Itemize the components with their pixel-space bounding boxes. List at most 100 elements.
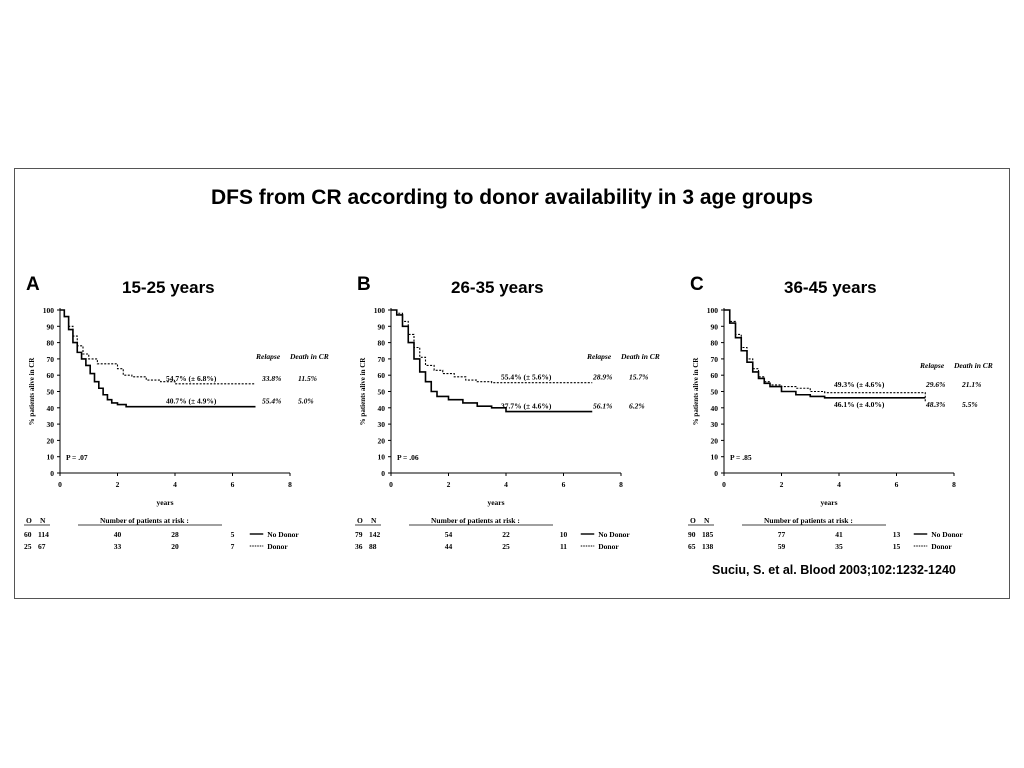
series-annotation: 55.4% (± 5.6%) [501, 373, 552, 382]
risk-row-value: 20 [171, 542, 179, 551]
death-in-cr-value: 11.5% [298, 374, 317, 383]
x-tick-label: 4 [837, 480, 841, 489]
risk-row-o: 65 [688, 542, 696, 551]
relapse-value: 28.9% [592, 373, 612, 382]
risk-header-o: O [690, 516, 696, 525]
risk-legend-label: Donor [267, 542, 288, 551]
x-tick-label: 6 [895, 480, 899, 489]
risk-row-value: 54 [445, 530, 453, 539]
risk-row-n: 185 [702, 530, 714, 539]
risk-header-n: N [371, 516, 377, 525]
risk-legend-label: Donor [598, 542, 619, 551]
risk-row-value: 11 [560, 542, 567, 551]
risk-row-value: 5 [231, 530, 235, 539]
y-axis-label: % patients alive in CR [359, 357, 367, 426]
series-annotation: 54.7% (± 6.8%) [166, 374, 217, 383]
relapse-value: 48.3% [925, 400, 945, 409]
risk-row-value: 44 [445, 542, 453, 551]
x-tick-label: 2 [116, 480, 120, 489]
risk-header-o: O [357, 516, 363, 525]
risk-legend-label: No Donor [598, 530, 630, 539]
series-donor-line [60, 309, 256, 385]
risk-legend-label: No Donor [931, 530, 963, 539]
x-tick-label: 4 [504, 480, 508, 489]
y-tick-label: 50 [47, 388, 55, 397]
risk-caption: Number of patients at risk : [100, 516, 189, 525]
y-tick-label: 100 [43, 306, 55, 315]
relapse-value: 29.6% [925, 380, 945, 389]
legend-header-relapse: Relapse [919, 361, 945, 370]
risk-row-value: 25 [502, 542, 510, 551]
y-tick-label: 70 [711, 355, 719, 364]
x-tick-label: 0 [389, 480, 393, 489]
y-tick-label: 80 [378, 339, 386, 348]
risk-row-value: 41 [835, 530, 843, 539]
death-in-cr-value: 5.0% [298, 397, 314, 406]
risk-row-n: 138 [702, 542, 714, 551]
risk-legend-label: Donor [931, 542, 952, 551]
citation: Suciu, S. et al. Blood 2003;102:1232-124… [712, 563, 956, 577]
y-axis-label: % patients alive in CR [692, 357, 700, 426]
x-axis-label: years [487, 498, 504, 507]
legend-header-death: Death in CR [953, 361, 993, 370]
y-tick-label: 10 [47, 453, 55, 462]
risk-row-value: 13 [893, 530, 901, 539]
risk-row-o: 36 [355, 542, 363, 551]
panel-label: A [26, 274, 40, 295]
y-tick-label: 20 [47, 436, 55, 445]
y-axis-label: % patients alive in CR [28, 357, 36, 426]
risk-row-value: 7 [231, 542, 235, 551]
y-tick-label: 60 [47, 371, 55, 380]
risk-row-value: 10 [560, 530, 568, 539]
series-no-donor-line [391, 309, 593, 413]
x-tick-label: 8 [952, 480, 956, 489]
x-tick-label: 8 [619, 480, 623, 489]
series-no-donor-line [724, 309, 926, 399]
legend-header-relapse: Relapse [586, 352, 612, 361]
risk-row-n: 88 [369, 542, 377, 551]
y-tick-label: 70 [378, 355, 386, 364]
y-tick-label: 30 [378, 420, 386, 429]
risk-row-o: 25 [24, 542, 32, 551]
km-chart-b: 0 10 20 30 40 50 60 70 80 90 100 0 2 4 6 8 years % patien… [355, 306, 660, 551]
km-chart-a: 0 10 20 30 40 50 60 70 80 90 100 0 2 4 6 8 years % patien… [24, 306, 329, 551]
death-in-cr-value: 15.7% [629, 373, 648, 382]
relapse-value: 33.8% [261, 374, 281, 383]
figure-title: DFS from CR according to donor availabil… [210, 186, 814, 209]
y-tick-label: 100 [374, 306, 386, 315]
risk-header-n: N [40, 516, 46, 525]
risk-row-value: 59 [778, 542, 786, 551]
y-tick-label: 10 [711, 453, 719, 462]
y-tick-label: 50 [711, 388, 719, 397]
risk-row-o: 60 [24, 530, 32, 539]
legend-header-death: Death in CR [289, 352, 329, 361]
y-tick-label: 40 [378, 404, 386, 413]
risk-caption: Number of patients at risk : [431, 516, 520, 525]
x-axis-label: years [156, 498, 173, 507]
y-tick-label: 90 [711, 322, 719, 331]
y-tick-label: 40 [47, 404, 55, 413]
x-tick-label: 2 [447, 480, 451, 489]
x-axis-label: years [820, 498, 837, 507]
p-value: P = .06 [397, 453, 419, 462]
risk-header-o: O [26, 516, 32, 525]
y-tick-label: 50 [378, 388, 386, 397]
series-annotation: 46.1% (± 4.0%) [834, 400, 885, 409]
y-tick-label: 0 [381, 469, 385, 478]
risk-row-value: 77 [778, 530, 786, 539]
y-tick-label: 30 [47, 420, 55, 429]
risk-row-value: 33 [114, 542, 122, 551]
y-tick-label: 90 [378, 322, 386, 331]
risk-row-value: 15 [893, 542, 901, 551]
risk-row-value: 28 [171, 530, 179, 539]
panel-b: B 26-35 years 0 10 20 30 40 50 60 70 80 90 100 0 2 4 6… [353, 270, 663, 560]
y-tick-label: 80 [47, 339, 55, 348]
death-in-cr-value: 21.1% [961, 380, 981, 389]
death-in-cr-value: 5.5% [962, 400, 978, 409]
p-value: P = .07 [66, 453, 88, 462]
risk-row-value: 22 [502, 530, 510, 539]
panel-subtitle: 26-35 years [451, 278, 544, 297]
x-tick-label: 8 [288, 480, 292, 489]
y-tick-label: 100 [707, 306, 719, 315]
y-tick-label: 30 [711, 420, 719, 429]
